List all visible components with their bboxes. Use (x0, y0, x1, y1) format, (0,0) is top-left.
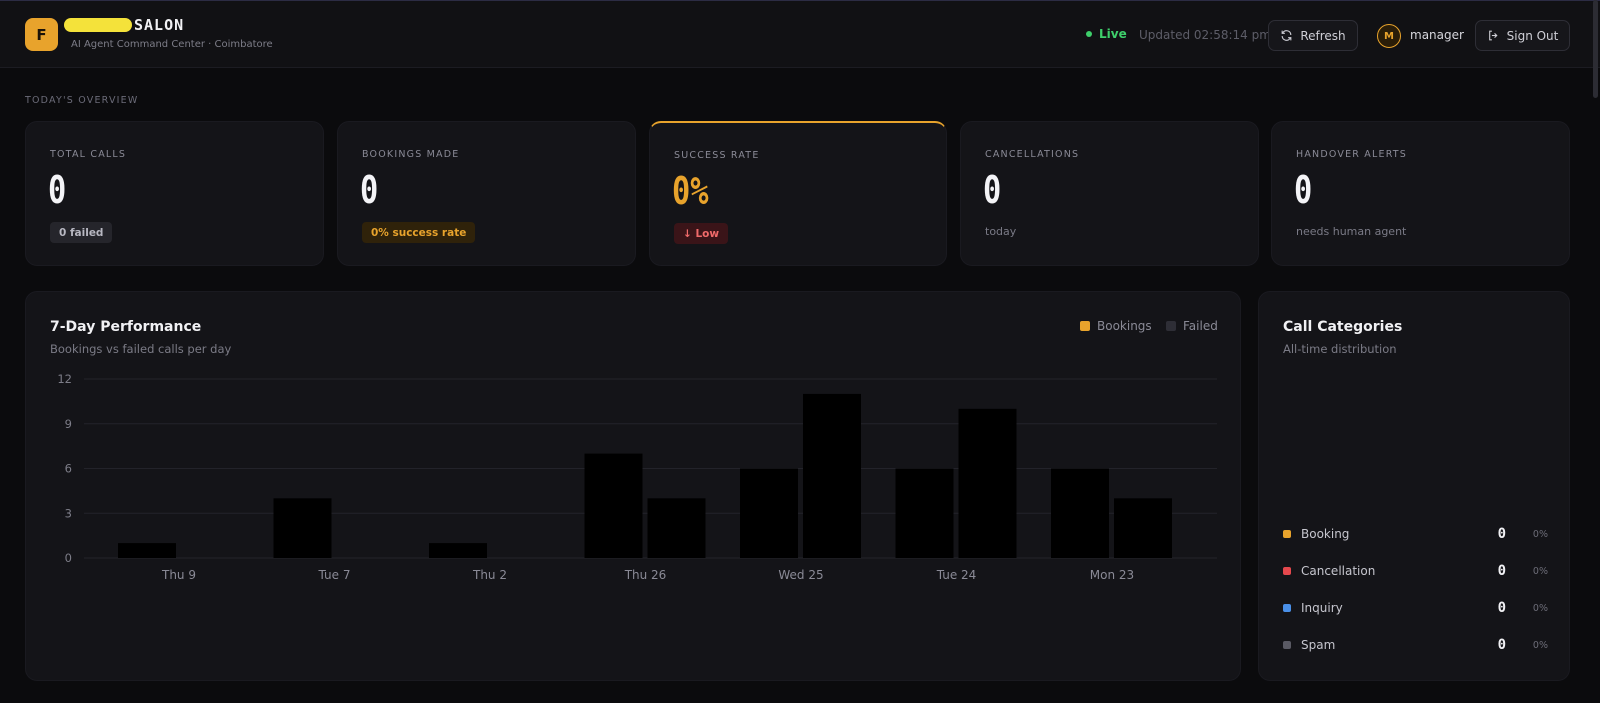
stat-note: today (985, 225, 1017, 238)
stat-value: 0 (360, 168, 379, 212)
bar-bookings-tue-7[interactable] (273, 498, 332, 558)
panel-title: 7-Day Performance (50, 319, 202, 335)
legend-swatch-bookings (1080, 321, 1090, 331)
logo-badge: F (25, 18, 58, 51)
brand-name: SALON (134, 16, 185, 34)
avatar[interactable]: M (1377, 24, 1401, 48)
stat-card-success-rate: SUCCESS RATE 0% ↓ Low (649, 121, 947, 266)
brand-subtitle: AI Agent Command Center · Coimbatore (71, 39, 273, 50)
category-row-booking: Booking 0 0% (1283, 524, 1548, 544)
x-tick-label: Thu 26 (624, 568, 667, 582)
stat-value: 0% (672, 169, 709, 213)
stat-note: needs human agent (1296, 225, 1407, 238)
category-count: 0 (1497, 563, 1506, 579)
bar-failed-wed-25[interactable] (803, 393, 861, 558)
x-tick-label: Thu 9 (161, 568, 196, 582)
category-percent: 0% (1532, 602, 1548, 614)
category-dot-icon (1283, 567, 1291, 575)
y-tick-label: 0 (65, 551, 72, 565)
section-label-overview: TODAY'S OVERVIEW (25, 95, 139, 106)
category-name: Cancellation (1301, 564, 1376, 578)
stat-value: 0 (48, 168, 67, 212)
stat-chip: 0 failed (50, 222, 113, 243)
x-tick-label: Mon 23 (1090, 568, 1134, 582)
sign-out-icon (1488, 30, 1498, 41)
performance-chart: 0 3 6 9 12 Thu 9 Tue 7 Thu 2 Thu 26 Wed 25 Tue 24 M… (57, 372, 1217, 582)
panel-subtitle: Bookings vs failed calls per day (50, 342, 232, 356)
category-percent: 0% (1532, 565, 1548, 577)
page-scrollbar[interactable] (1593, 0, 1598, 98)
legend-bookings[interactable]: Bookings (1080, 319, 1152, 333)
stat-chip: ↓ Low (674, 223, 729, 244)
call-categories-panel: Call Categories All-time distribution Bo… (1258, 291, 1570, 681)
sign-out-label: Sign Out (1506, 28, 1559, 43)
x-tick-label: Thu 2 (472, 568, 507, 582)
stat-label: BOOKINGS MADE (362, 149, 460, 160)
category-dot-icon (1283, 604, 1291, 612)
stat-chip: 0% success rate (362, 222, 476, 243)
category-row-cancellation: Cancellation 0 0% (1283, 561, 1548, 581)
redacted-brand-mark (64, 18, 132, 32)
bar-failed-mon-23[interactable] (1114, 498, 1172, 558)
panel-subtitle: All-time distribution (1283, 342, 1397, 356)
category-count: 0 (1497, 600, 1506, 616)
category-dot-icon (1283, 530, 1291, 538)
category-row-spam: Spam 0 0% (1283, 635, 1548, 655)
bar-failed-tue-24[interactable] (958, 408, 1017, 558)
y-tick-label: 9 (65, 417, 72, 431)
x-tick-label: Tue 24 (936, 568, 977, 582)
stat-label: TOTAL CALLS (50, 149, 127, 160)
stat-value: 0 (983, 168, 1002, 212)
refresh-icon (1281, 30, 1292, 41)
bar-failed-thu-26[interactable] (647, 498, 706, 558)
category-name: Spam (1301, 638, 1336, 652)
y-tick-label: 12 (57, 372, 72, 386)
bar-bookings-wed-25[interactable] (740, 468, 798, 559)
bar-bookings-mon-23[interactable] (1051, 468, 1109, 559)
category-count: 0 (1497, 637, 1506, 653)
stat-value: 0 (1294, 168, 1313, 212)
bar-bookings-thu-26[interactable] (584, 453, 643, 558)
category-name: Booking (1301, 527, 1350, 541)
stat-card-handover-alerts: HANDOVER ALERTS 0 needs human agent (1271, 121, 1570, 266)
category-dot-icon (1283, 641, 1291, 649)
bar-bookings-thu-9[interactable] (118, 543, 176, 558)
refresh-label: Refresh (1300, 28, 1346, 43)
performance-panel: 7-Day Performance Bookings vs failed cal… (25, 291, 1241, 681)
stat-label: HANDOVER ALERTS (1296, 149, 1408, 160)
sign-out-button[interactable]: Sign Out (1475, 20, 1570, 51)
y-tick-label: 6 (65, 462, 72, 476)
live-label: Live (1099, 27, 1127, 41)
updated-timestamp: Updated 02:58:14 pm (1139, 28, 1271, 42)
x-tick-label: Wed 25 (778, 568, 823, 582)
live-dot-icon (1086, 31, 1092, 37)
live-status: Live (1086, 27, 1127, 41)
legend-label: Failed (1183, 319, 1218, 333)
y-tick-label: 3 (65, 506, 72, 520)
stat-card-bookings-made: BOOKINGS MADE 0 0% success rate (337, 121, 636, 266)
category-row-inquiry: Inquiry 0 0% (1283, 598, 1548, 618)
bar-bookings-tue-24[interactable] (895, 468, 954, 559)
category-name: Inquiry (1301, 601, 1343, 615)
x-tick-label: Tue 7 (318, 568, 351, 582)
top-bar: F SALON AI Agent Command Center · Coimba… (0, 0, 1600, 68)
user-name: manager (1410, 28, 1464, 42)
brand: SALON (64, 15, 184, 35)
stat-card-cancellations: CANCELLATIONS 0 today (960, 121, 1259, 266)
legend-label: Bookings (1097, 319, 1152, 333)
category-percent: 0% (1532, 639, 1548, 651)
legend-failed[interactable]: Failed (1166, 319, 1218, 333)
stat-label: CANCELLATIONS (985, 149, 1080, 160)
category-count: 0 (1497, 526, 1506, 542)
stat-card-total-calls: TOTAL CALLS 0 0 failed (25, 121, 324, 266)
stat-label: SUCCESS RATE (674, 150, 760, 161)
category-percent: 0% (1532, 528, 1548, 540)
panel-title: Call Categories (1283, 319, 1403, 335)
bar-bookings-thu-2[interactable] (429, 543, 487, 558)
legend-swatch-failed (1166, 321, 1176, 331)
refresh-button[interactable]: Refresh (1268, 20, 1358, 51)
